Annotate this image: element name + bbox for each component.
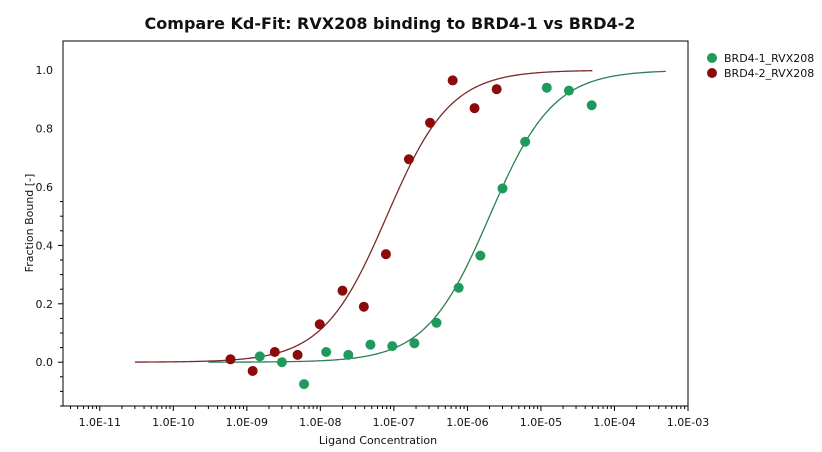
y-tick-label: 0.6	[36, 181, 54, 194]
plot-area-frame	[62, 40, 689, 407]
legend: BRD4-1_RVX208 BRD4-2_RVX208	[707, 52, 814, 80]
data-point-brd4-2-rvx208	[225, 354, 236, 365]
data-point-brd4-2-rvx208	[469, 103, 480, 114]
x-axis: 1.0E-11 1.0E-10 1.0E-09 1.0E-08 1.0E-07 1.0E-…	[70, 406, 709, 429]
y-tick-label: 0.8	[36, 123, 54, 136]
y-tick-label: 0.2	[36, 298, 54, 311]
data-point-brd4-2-rvx208	[247, 365, 258, 376]
x-tick-label: 1.0E-11	[79, 416, 121, 429]
legend-marker	[707, 53, 717, 63]
x-tick-label: 1.0E-10	[152, 416, 194, 429]
data-point-brd4-1-rvx208	[431, 317, 442, 328]
x-tick-label: 1.0E-04	[593, 416, 635, 429]
legend-marker	[707, 68, 717, 78]
data-point-brd4-2-rvx208	[491, 84, 502, 95]
data-point-brd4-1-rvx208	[276, 357, 287, 368]
data-point-brd4-1-rvx208	[365, 339, 376, 350]
legend-label: BRD4-2_RVX208	[724, 67, 814, 80]
data-point-brd4-1-rvx208	[409, 338, 420, 349]
data-point-brd4-1-rvx208	[475, 250, 486, 261]
y-tick-label: 1.0	[36, 64, 54, 77]
x-tick-label: 1.0E-08	[299, 416, 341, 429]
legend-label: BRD4-1_RVX208	[724, 52, 814, 65]
data-point-brd4-2-rvx208	[358, 301, 369, 312]
data-point-brd4-2-rvx208	[269, 346, 280, 357]
data-point-brd4-1-rvx208	[563, 85, 574, 96]
data-point-brd4-1-rvx208	[520, 136, 531, 147]
x-axis-label: Ligand Concentration	[319, 434, 437, 447]
x-tick-label: 1.0E-09	[226, 416, 268, 429]
x-tick-label: 1.0E-07	[373, 416, 415, 429]
data-point-brd4-2-rvx208	[447, 75, 458, 86]
data-point-brd4-1-rvx208	[541, 82, 552, 93]
data-point-brd4-1-rvx208	[586, 100, 597, 111]
data-point-brd4-2-rvx208	[314, 319, 325, 330]
data-point-brd4-2-rvx208	[292, 349, 303, 360]
y-axis-label: Fraction Bound [-]	[23, 174, 36, 273]
x-tick-label: 1.0E-06	[446, 416, 488, 429]
data-point-brd4-1-rvx208	[254, 351, 265, 362]
data-point-brd4-1-rvx208	[321, 346, 332, 357]
chart-title: Compare Kd-Fit: RVX208 binding to BRD4-1…	[145, 14, 636, 33]
data-point-brd4-1-rvx208	[497, 183, 508, 194]
fit-curve-brd4-2-rvx208	[134, 70, 593, 363]
data-point-brd4-2-rvx208	[403, 154, 414, 165]
x-tick-label: 1.0E-05	[520, 416, 562, 429]
y-tick-label: 0.0	[36, 356, 54, 369]
data-point-brd4-1-rvx208	[343, 349, 354, 360]
y-tick-label: 0.4	[36, 239, 54, 252]
data-point-brd4-1-rvx208	[299, 379, 310, 390]
data-point-brd4-1-rvx208	[387, 341, 398, 352]
fit-curves	[134, 70, 666, 363]
data-point-brd4-2-rvx208	[337, 285, 348, 296]
data-point-brd4-2-rvx208	[425, 117, 436, 128]
data-point-brd4-1-rvx208	[453, 282, 464, 293]
y-axis: 0.0 0.2 0.4 0.6 0.8 1.0	[36, 64, 63, 407]
x-tick-label: 1.0E-03	[667, 416, 709, 429]
data-point-brd4-2-rvx208	[380, 249, 391, 260]
data-points	[225, 75, 597, 390]
